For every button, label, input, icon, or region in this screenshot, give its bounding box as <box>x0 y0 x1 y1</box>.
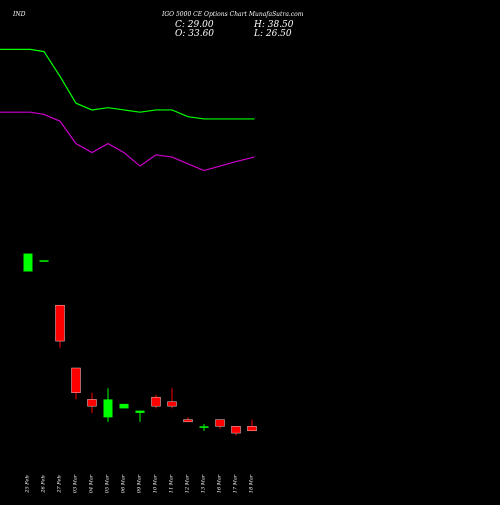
candle-12 <box>199 424 209 431</box>
candle-body <box>103 399 113 418</box>
candle-body <box>247 426 257 432</box>
candle-body <box>135 410 145 413</box>
ma-short-line <box>0 48 255 120</box>
x-tick-label: 06 Mar <box>121 474 127 493</box>
candle-body <box>231 426 241 434</box>
candle-body <box>183 419 193 423</box>
candle-11 <box>183 417 193 423</box>
candles-layer <box>23 253 257 436</box>
candle-body <box>199 426 209 428</box>
ma-long-line <box>0 111 255 172</box>
candle-9 <box>151 394 161 409</box>
candle-4 <box>71 367 81 400</box>
x-tick-label: 10 Mar <box>153 474 159 493</box>
x-tick-label: 26 Feb <box>41 475 47 493</box>
candle-body <box>119 403 129 409</box>
x-tick-label: 17 Mar <box>233 474 239 493</box>
low-value: L: 26.50 <box>254 29 292 39</box>
candle-2 <box>39 260 49 262</box>
candle-body <box>215 419 225 427</box>
close-value: C: 29.00 <box>175 20 214 30</box>
candle-body <box>87 399 97 407</box>
candle-3 <box>55 304 65 348</box>
x-tick-label: 12 Mar <box>185 474 191 493</box>
candle-body <box>55 304 65 342</box>
candle-8 <box>135 410 145 422</box>
x-tick-label: 27 Feb <box>57 475 63 493</box>
candle-15 <box>247 419 257 432</box>
candle-body <box>39 260 49 262</box>
chart-title: IGO 5000 CE Options Chart MunafaSutra.co… <box>162 11 304 18</box>
candle-6 <box>103 388 113 422</box>
x-tick-label: 04 Mar <box>89 474 95 493</box>
x-tick-label: 09 Mar <box>137 474 143 493</box>
candle-10 <box>167 388 177 409</box>
moving-average-layer <box>0 48 255 172</box>
x-tick-label: 18 Mar <box>249 474 255 493</box>
candle-body <box>71 367 81 393</box>
x-tick-label: 13 Mar <box>201 474 207 493</box>
candle-body <box>23 253 33 272</box>
candle-body <box>151 396 161 407</box>
high-value: H: 38.50 <box>254 20 294 30</box>
candle-body <box>167 401 177 407</box>
candle-1 <box>23 253 33 272</box>
candle-14 <box>231 426 241 436</box>
x-tick-label: 05 Mar <box>105 474 111 493</box>
symbol-label: IND <box>13 11 26 18</box>
x-tick-label: 25 Feb <box>25 475 31 493</box>
x-axis-ticks: 25 Feb 26 Feb 27 Feb 03 Mar 04 Mar 05 Mar 06 M… <box>25 474 255 493</box>
candle-13 <box>215 419 225 429</box>
candle-5 <box>87 392 97 413</box>
x-tick-label: 16 Mar <box>217 474 223 493</box>
x-tick-label: 11 Mar <box>169 474 175 493</box>
candle-7 <box>119 403 129 409</box>
open-value: O: 33.60 <box>175 29 215 39</box>
x-tick-label: 03 Mar <box>73 474 79 493</box>
